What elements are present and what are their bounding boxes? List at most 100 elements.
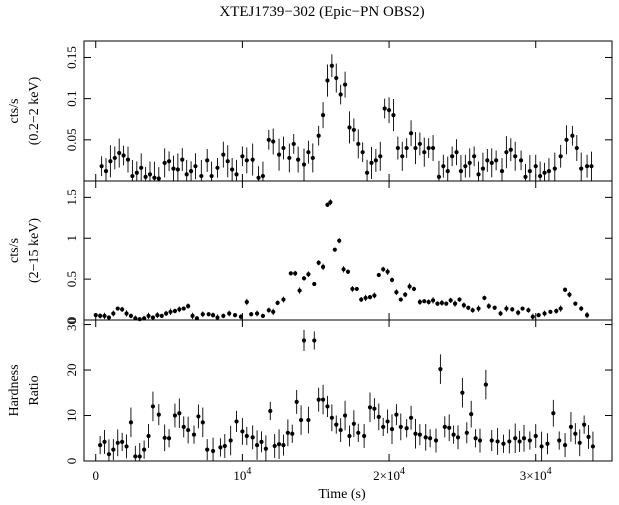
data-point — [430, 298, 436, 303]
data-point — [329, 415, 334, 420]
data-point — [510, 307, 515, 312]
data-point — [120, 307, 125, 312]
data-point — [464, 430, 469, 435]
data-point — [376, 414, 381, 419]
data-point — [498, 311, 503, 316]
y-axis-label: (0.2−2 keV) — [27, 76, 42, 145]
data-point — [372, 406, 377, 411]
data-point — [562, 287, 568, 292]
data-point — [533, 164, 538, 169]
data-point — [115, 306, 120, 311]
data-point — [517, 439, 522, 444]
data-point — [196, 414, 201, 419]
data-point — [98, 313, 103, 319]
x-tick-label: 0 — [92, 468, 99, 483]
data-point — [146, 313, 151, 319]
data-point — [175, 167, 180, 172]
data-point — [124, 311, 129, 316]
data-point — [448, 298, 453, 303]
data-point — [306, 272, 311, 277]
data-point — [391, 113, 396, 118]
data-point — [347, 125, 352, 130]
data-point — [166, 159, 172, 164]
data-point — [477, 438, 483, 443]
data-point — [325, 202, 330, 207]
y-tick-label: 1.5 — [64, 189, 79, 205]
data-point — [133, 454, 138, 459]
data-point — [489, 160, 494, 165]
data-point — [381, 424, 386, 429]
y-axis-label: cts/s — [7, 99, 22, 124]
data-point — [306, 150, 311, 155]
data-point — [411, 286, 417, 292]
data-point — [93, 312, 98, 318]
data-point — [398, 297, 403, 302]
data-point — [452, 301, 458, 306]
data-point — [381, 267, 386, 272]
data-point — [367, 295, 373, 300]
data-point — [373, 158, 378, 163]
data-point — [210, 312, 216, 318]
data-point — [111, 447, 116, 452]
data-point — [530, 314, 535, 319]
data-point — [263, 446, 268, 451]
data-point — [386, 108, 392, 113]
data-point — [150, 315, 156, 320]
data-point — [133, 316, 138, 321]
data-point — [240, 154, 245, 159]
data-point — [337, 238, 342, 243]
data-point — [120, 439, 125, 444]
data-point — [567, 292, 572, 297]
data-point — [568, 424, 574, 429]
data-point — [287, 155, 292, 161]
data-point — [186, 304, 191, 309]
data-point — [143, 174, 148, 179]
data-point — [579, 166, 584, 171]
data-point — [244, 433, 249, 439]
data-point — [513, 436, 518, 441]
data-point — [482, 295, 487, 301]
data-point — [533, 433, 538, 439]
data-point — [558, 154, 563, 159]
data-point — [227, 311, 232, 316]
data-point — [577, 440, 582, 445]
data-point — [205, 158, 210, 163]
data-point — [574, 145, 579, 151]
data-point — [293, 271, 298, 276]
data-point — [276, 152, 282, 157]
data-point — [232, 312, 238, 318]
data-point — [417, 141, 422, 147]
data-point — [403, 292, 408, 297]
data-point — [177, 307, 182, 312]
data-point — [476, 172, 481, 177]
data-point — [238, 314, 244, 319]
data-point — [467, 160, 472, 165]
data-point — [552, 166, 557, 171]
data-point — [172, 413, 178, 418]
data-point — [150, 404, 156, 409]
data-point — [548, 309, 553, 314]
data-point — [428, 436, 433, 441]
data-point — [369, 160, 374, 165]
data-point — [254, 442, 260, 448]
data-point — [450, 154, 455, 159]
data-point — [99, 164, 104, 169]
data-point — [111, 311, 116, 316]
data-point — [422, 299, 427, 304]
data-point — [281, 297, 286, 302]
data-point — [473, 436, 478, 441]
data-point — [156, 412, 161, 417]
data-point — [460, 390, 465, 395]
data-point — [134, 170, 139, 175]
data-point — [325, 404, 330, 409]
data-point — [320, 397, 326, 402]
data-point — [199, 173, 204, 179]
data-point — [527, 169, 532, 174]
data-point — [276, 442, 282, 447]
data-point — [483, 382, 488, 387]
data-point — [139, 165, 144, 170]
data-point — [351, 127, 356, 133]
data-point — [142, 447, 147, 452]
data-point — [206, 312, 211, 317]
data-point — [281, 145, 286, 151]
